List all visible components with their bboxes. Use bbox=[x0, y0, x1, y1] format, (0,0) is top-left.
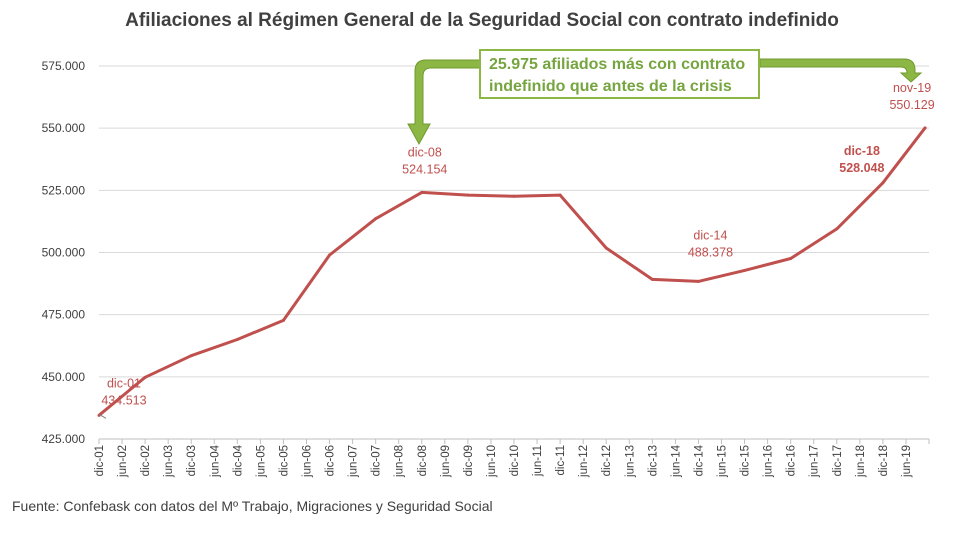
source-note: Fuente: Confebask con datos del Mº Traba… bbox=[12, 498, 493, 514]
axes: 425.000 450.000 475.000 500.000 525.000 550.0… bbox=[42, 59, 930, 478]
data-point bbox=[743, 268, 747, 272]
x-tick-label: dic-11 bbox=[555, 445, 567, 475]
data-point bbox=[235, 338, 239, 342]
x-tick-label: jun-02 bbox=[117, 445, 129, 478]
callout-arrow-left bbox=[407, 59, 481, 146]
x-tick-label: jun-09 bbox=[440, 445, 452, 478]
data-label-date: nov-19 bbox=[893, 81, 931, 95]
x-tick-label: dic-10 bbox=[509, 445, 521, 476]
callout-arrows bbox=[407, 58, 923, 146]
data-label-date: dic-08 bbox=[408, 145, 442, 159]
x-tick-label: dic-13 bbox=[647, 445, 659, 476]
data-label-value: 524.154 bbox=[402, 162, 447, 176]
x-tick-label: dic-08 bbox=[417, 445, 429, 476]
x-tick-label: jun-14 bbox=[670, 444, 682, 478]
data-point bbox=[696, 279, 700, 283]
x-tick-label: jun-08 bbox=[394, 445, 406, 478]
x-tick-label: dic-04 bbox=[232, 444, 244, 476]
x-tick-label: dic-06 bbox=[325, 445, 337, 476]
callout-line-1: 25.975 afiliados más con contrato bbox=[489, 56, 746, 73]
callout-line-2: indefinido que antes de la crisis bbox=[489, 78, 732, 95]
data-label-value: 550.129 bbox=[889, 98, 934, 112]
x-tick-label: jun-03 bbox=[163, 445, 175, 478]
data-point bbox=[512, 194, 516, 198]
y-tick-label: 475.000 bbox=[42, 308, 86, 322]
series-line bbox=[98, 126, 927, 417]
data-point bbox=[374, 217, 378, 221]
y-tick-label: 425.000 bbox=[42, 432, 86, 446]
x-tick-label: jun-10 bbox=[486, 445, 498, 478]
x-tick-label: dic-03 bbox=[186, 445, 198, 476]
data-point bbox=[835, 227, 839, 231]
data-point bbox=[328, 253, 332, 257]
data-point bbox=[923, 126, 927, 130]
x-tick-label: dic-09 bbox=[463, 445, 475, 476]
callout-box: 25.975 afiliados más con contrato indefi… bbox=[479, 49, 760, 99]
data-label-value: 434.513 bbox=[101, 393, 146, 407]
x-tick-label: jun-05 bbox=[255, 445, 267, 478]
x-tick-label: dic-02 bbox=[140, 445, 152, 476]
data-point bbox=[189, 354, 193, 358]
y-tick-label: 450.000 bbox=[42, 370, 86, 384]
y-tick-label: 575.000 bbox=[42, 59, 86, 73]
x-tick-label: jun-13 bbox=[624, 445, 636, 478]
x-tick-label: dic-07 bbox=[371, 445, 383, 476]
x-tick-label: jun-16 bbox=[763, 445, 775, 478]
x-tick-label: dic-15 bbox=[740, 445, 752, 476]
data-point bbox=[789, 256, 793, 260]
x-tick-label: dic-01 bbox=[94, 445, 106, 476]
data-point bbox=[558, 193, 562, 197]
series-layer bbox=[97, 126, 927, 417]
y-tick-label: 550.000 bbox=[42, 121, 86, 135]
x-tick-label: dic-16 bbox=[786, 445, 798, 476]
x-tick-label: jun-12 bbox=[578, 445, 590, 478]
gridlines bbox=[99, 65, 929, 378]
y-tick-label: 500.000 bbox=[42, 246, 86, 260]
data-label-value: 488.378 bbox=[688, 245, 733, 259]
x-tick-label: jun-06 bbox=[302, 445, 314, 478]
x-tick-label: jun-04 bbox=[209, 444, 221, 478]
chart-title: Afiliaciones al Régimen General de la Se… bbox=[125, 10, 839, 31]
x-tick-label: dic-17 bbox=[832, 445, 844, 476]
y-tick-label: 525.000 bbox=[42, 183, 86, 197]
x-tick-label: jun-11 bbox=[532, 445, 544, 477]
x-tick-label: dic-18 bbox=[878, 445, 890, 476]
x-tick-label: jun-15 bbox=[717, 445, 729, 478]
x-tick-label: jun-19 bbox=[901, 445, 913, 478]
x-tick-label: jun-07 bbox=[348, 445, 360, 478]
data-label-date: dic-01 bbox=[107, 376, 141, 390]
x-tick-label: dic-05 bbox=[278, 445, 290, 476]
data-point bbox=[604, 246, 608, 250]
x-tick-label: jun-18 bbox=[855, 445, 867, 478]
data-labels: dic-01 434.513 dic-08 524.154 dic-14 488.378 d… bbox=[98, 81, 935, 419]
x-tick-label: dic-12 bbox=[601, 445, 613, 476]
data-point bbox=[281, 318, 285, 322]
data-point bbox=[881, 181, 885, 185]
data-label-date: dic-14 bbox=[693, 228, 727, 242]
data-label-date: dic-18 bbox=[844, 144, 880, 158]
data-point bbox=[420, 190, 424, 194]
data-point bbox=[466, 193, 470, 197]
data-point bbox=[650, 277, 654, 281]
x-tick-label: dic-14 bbox=[693, 444, 705, 476]
leader-line bbox=[98, 413, 107, 419]
data-label-value: 528.048 bbox=[839, 161, 884, 175]
data-point bbox=[143, 375, 147, 379]
x-tick-label: jun-17 bbox=[809, 445, 821, 478]
callout-arrow-right bbox=[759, 58, 923, 83]
